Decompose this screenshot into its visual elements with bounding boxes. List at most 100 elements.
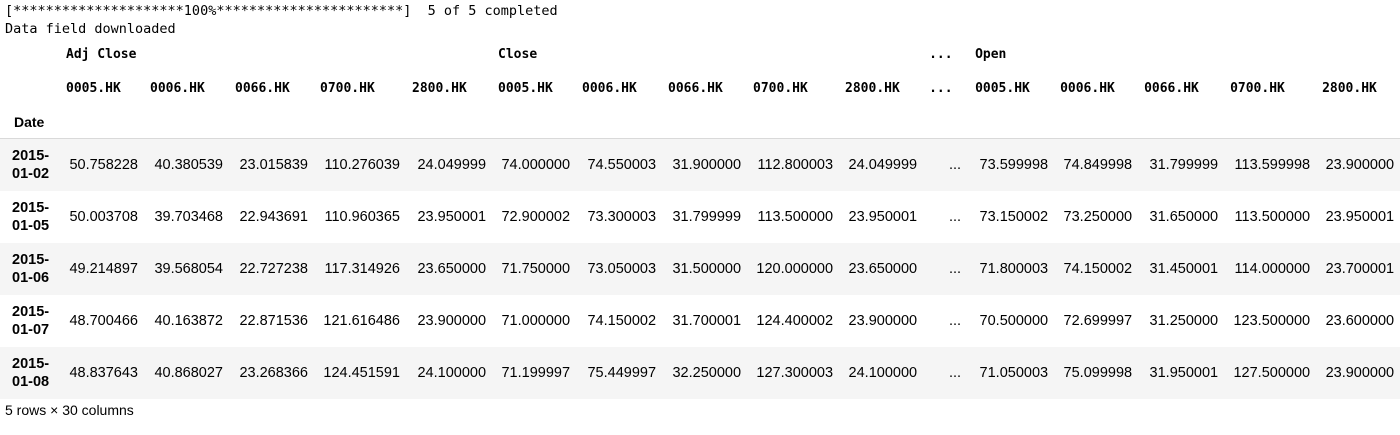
table-cell: 124.400002	[756, 312, 834, 329]
message-line: Data field downloaded	[5, 21, 176, 37]
row-index-date: 2015- 01-02	[12, 147, 50, 182]
table-cell: 24.049999	[848, 156, 918, 173]
row-index-date: 2015- 01-05	[12, 199, 50, 234]
table-row: 2015- 01-05 50.003708 39.703468 22.943691 110…	[0, 191, 1400, 243]
table-cell: 24.100000	[417, 364, 487, 381]
table-cell: 73.250000	[1063, 208, 1133, 225]
table-cell: 127.500000	[1233, 364, 1311, 381]
table-cell: 39.703468	[154, 208, 223, 225]
table-cell: 23.900000	[1325, 364, 1395, 381]
table-cell: 72.699997	[1063, 312, 1133, 329]
column-header-ticker: 0006.HK	[150, 80, 205, 96]
dataframe-body: 2015- 01-02 50.758228 40.380539 23.015839 110…	[0, 138, 1400, 399]
table-cell: 73.300003	[587, 208, 657, 225]
table-cell: 71.199997	[501, 364, 571, 381]
table-cell: 71.050003	[979, 364, 1049, 381]
table-cell: 71.800003	[979, 260, 1049, 277]
table-cell: 123.500000	[1233, 312, 1311, 329]
column-header-ticker: 0005.HK	[498, 80, 553, 96]
group-header-ellipsis: ...	[929, 46, 953, 62]
column-header-ticker: 0700.HK	[320, 80, 375, 96]
table-row: 2015- 01-08 48.837643 40.868027 23.268366 124…	[0, 346, 1400, 399]
row-index-date: 2015- 01-06	[12, 251, 50, 286]
table-cell: 75.449997	[587, 364, 657, 381]
table-cell-ellipsis: ...	[948, 364, 962, 381]
column-header-ticker: 0005.HK	[975, 80, 1030, 96]
shape-info: 5 rows × 30 columns	[5, 402, 134, 418]
table-cell: 31.950001	[1149, 364, 1219, 381]
table-cell: 110.960365	[324, 208, 400, 225]
table-row: 2015- 01-06 49.214897 39.568054 22.727238 117…	[0, 242, 1400, 295]
table-cell: 23.268366	[239, 364, 308, 381]
table-cell: 31.799999	[1149, 156, 1219, 173]
column-header-ticker: 0066.HK	[668, 80, 723, 96]
table-cell: 31.250000	[1149, 312, 1219, 329]
table-cell: 23.900000	[1325, 156, 1395, 173]
header-row-groups: Adj Close Close ... Open	[0, 37, 1400, 71]
header-blank	[0, 71, 60, 105]
column-header-ticker: 0066.HK	[235, 80, 290, 96]
header-row-tickers: 0005.HK 0006.HK 0066.HK 0700.HK 2800.HK 0005.…	[0, 71, 1400, 105]
table-cell: 48.700466	[69, 312, 138, 329]
table-cell: 22.727238	[239, 260, 308, 277]
group-header-adj-close: Adj Close	[66, 46, 137, 62]
table-row: 2015- 01-07 48.700466 40.163872 22.871536 121…	[0, 295, 1400, 347]
table-cell: 49.214897	[69, 260, 138, 277]
table-cell: 70.500000	[979, 312, 1049, 329]
table-cell: 50.003708	[69, 208, 138, 225]
group-header-close: Close	[498, 46, 538, 62]
table-cell: 23.950001	[1325, 208, 1395, 225]
table-cell: 23.650000	[848, 260, 918, 277]
group-header-open: Open	[975, 46, 1007, 62]
column-header-ticker: 0006.HK	[1060, 80, 1115, 96]
table-row: 2015- 01-02 50.758228 40.380539 23.015839 110…	[0, 138, 1400, 191]
column-header-ticker: 0006.HK	[582, 80, 637, 96]
table-cell: 23.015839	[239, 156, 308, 173]
table-cell: 31.700001	[672, 312, 742, 329]
table-cell: 74.150002	[587, 312, 657, 329]
table-cell: 110.276039	[324, 156, 400, 173]
column-header-ticker: 0066.HK	[1144, 80, 1199, 96]
table-cell: 121.616486	[323, 312, 400, 329]
table-cell: 31.900000	[672, 156, 742, 173]
table-cell: 75.099998	[1063, 364, 1133, 381]
column-header-ticker: 0005.HK	[66, 80, 121, 96]
table-cell: 24.049999	[417, 156, 487, 173]
table-cell-ellipsis: ...	[948, 208, 962, 225]
table-cell: 72.900002	[501, 208, 571, 225]
table-cell: 113.599998	[1234, 156, 1311, 173]
table-cell-ellipsis: ...	[948, 260, 962, 277]
table-cell: 124.451591	[323, 364, 400, 381]
table-cell: 40.163872	[154, 312, 223, 329]
header-blank	[0, 37, 60, 71]
table-cell: 74.550003	[587, 156, 657, 173]
column-header-ticker: 2800.HK	[1322, 80, 1377, 96]
table-cell: 73.050003	[587, 260, 657, 277]
table-cell: 127.300003	[756, 364, 834, 381]
column-header-ellipsis: ...	[929, 80, 953, 96]
table-cell: 74.150002	[1063, 260, 1133, 277]
table-cell: 23.700001	[1325, 260, 1395, 277]
table-cell: 71.750000	[501, 260, 571, 277]
table-cell: 40.380539	[154, 156, 223, 173]
table-cell: 117.314926	[324, 260, 400, 277]
table-cell: 74.849998	[1063, 156, 1133, 173]
table-cell: 23.900000	[848, 312, 918, 329]
table-cell: 73.150002	[979, 208, 1049, 225]
table-cell: 114.000000	[1234, 260, 1311, 277]
table-cell: 73.599998	[979, 156, 1049, 173]
table-cell: 24.100000	[848, 364, 918, 381]
column-header-ticker: 0700.HK	[753, 80, 808, 96]
table-cell: 23.600000	[1325, 312, 1395, 329]
stdout-text: [*********************100%**************…	[5, 2, 558, 38]
table-cell: 31.799999	[672, 208, 742, 225]
table-cell: 120.000000	[756, 260, 834, 277]
table-cell: 39.568054	[154, 260, 223, 277]
table-cell: 112.800003	[757, 156, 834, 173]
table-cell: 22.871536	[239, 312, 308, 329]
table-cell: 113.500000	[1234, 208, 1311, 225]
table-cell: 113.500000	[757, 208, 834, 225]
dataframe-table: Adj Close Close ... Open 0005.HK 0006.HK 0…	[0, 37, 1400, 399]
table-cell: 23.950001	[417, 208, 487, 225]
